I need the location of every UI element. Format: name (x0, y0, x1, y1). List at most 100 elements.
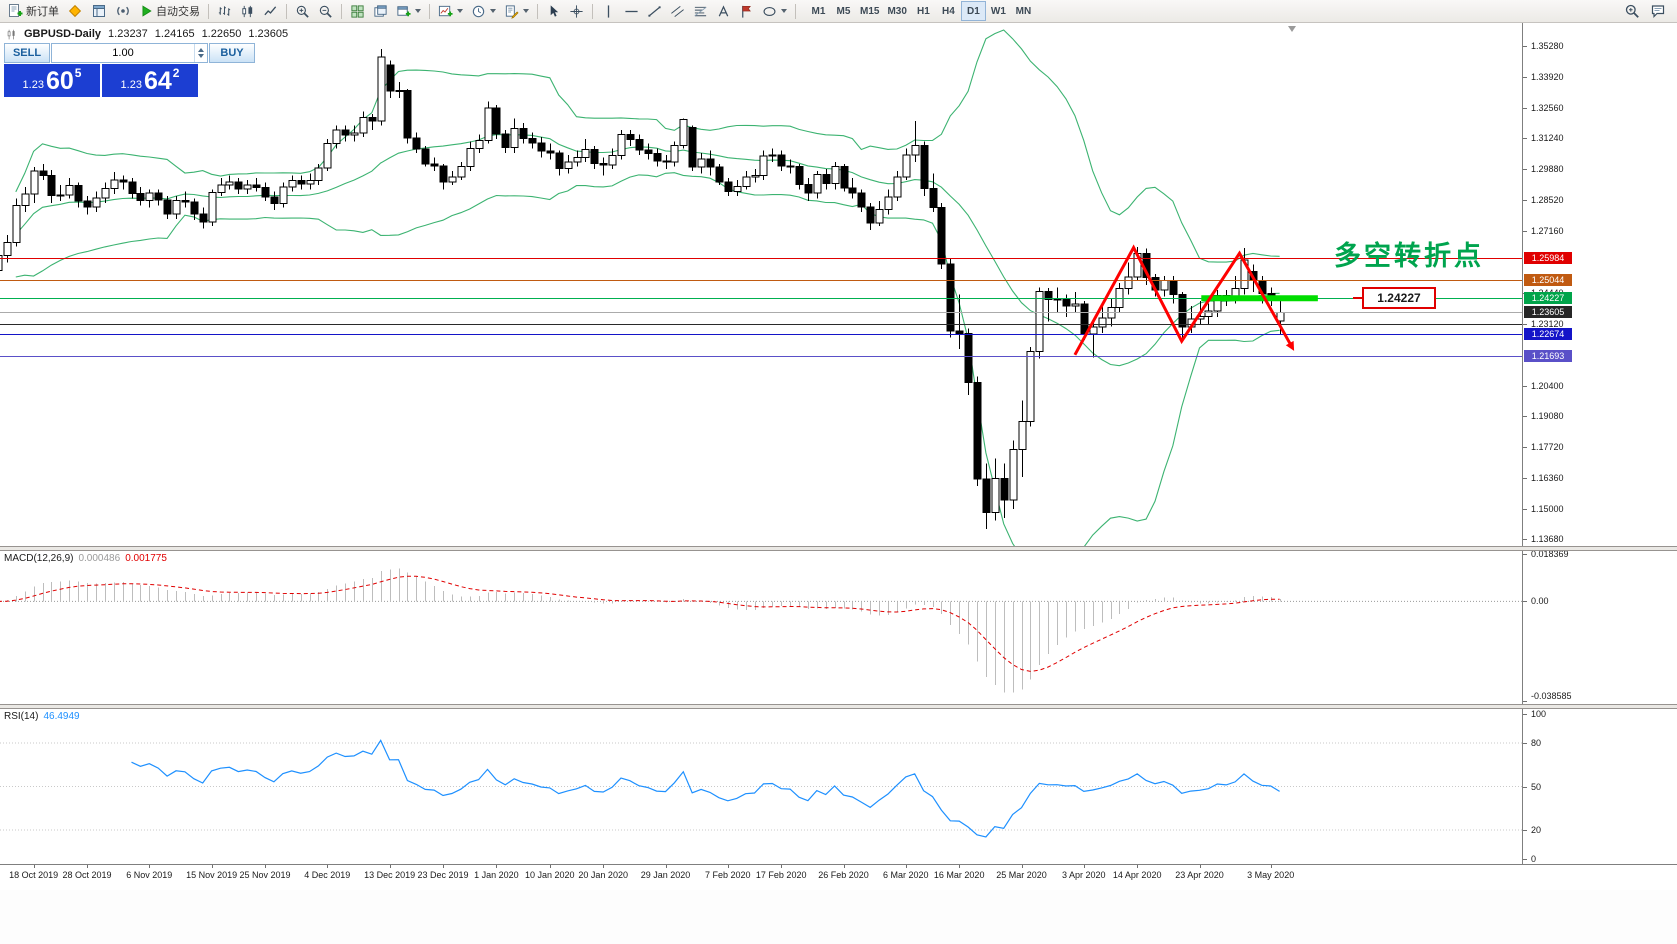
volume-field (51, 43, 208, 63)
volume-decrease-button[interactable] (198, 54, 204, 58)
sell-button[interactable]: SELL (4, 43, 50, 63)
templates-button[interactable] (500, 1, 533, 21)
price-tick-label: 1.13680 (1531, 534, 1564, 545)
zoom-in-button[interactable] (291, 1, 314, 21)
date-label: 13 Dec 2019 (364, 870, 416, 880)
candles-layer (0, 48, 1285, 529)
price-scale[interactable]: 1.35280 1.33920 1.32560 1.31240 1.29880 1.285… (1522, 23, 1677, 864)
candlestick-chart-icon (242, 5, 253, 17)
price-tick-label: 1.33920 (1531, 72, 1564, 83)
sell-price-button[interactable]: 1.23 60 5 (4, 64, 100, 97)
chart-canvas[interactable]: GBPUSD-Daily 1.23237 1.24165 1.22650 1.2… (0, 23, 1522, 546)
timeframe-h1-button[interactable]: H1 (917, 5, 930, 17)
date-label: 18 Oct 2019 (9, 870, 59, 880)
chart-bars-button[interactable] (213, 1, 236, 21)
autotrading-button[interactable]: 自动交易 (135, 1, 204, 21)
broadcast-button[interactable] (111, 1, 135, 21)
vertical-line-button[interactable] (597, 1, 620, 21)
shapes-button[interactable] (758, 1, 791, 21)
volume-increase-button[interactable] (198, 48, 204, 52)
zigzag-annotation[interactable] (1073, 244, 1293, 356)
price-badge: 1.22674 (1524, 327, 1572, 340)
new-window-button[interactable] (392, 1, 425, 21)
rsi-chart[interactable] (0, 709, 1522, 864)
new-order-button[interactable]: 新订单 (3, 1, 63, 21)
chart-symbol-label: GBPUSD-Daily (24, 28, 102, 40)
cursor-button[interactable] (542, 1, 565, 21)
chart-line-button[interactable] (259, 1, 282, 21)
timeframe-m5-button[interactable]: M5 (836, 5, 851, 17)
market-watch-icon (93, 5, 105, 17)
candlestick-chart[interactable] (0, 23, 1522, 546)
macd-panel[interactable]: MACD(12,26,9) 0.000486 0.001775 (0, 551, 1522, 704)
buy-price-big: 64 (143, 67, 172, 95)
timeframe-m1-button[interactable]: M1 (811, 5, 826, 17)
search-button[interactable] (1620, 1, 1644, 21)
date-tick-mark (906, 865, 907, 868)
date-tick-mark (212, 865, 213, 868)
chart-candles-button[interactable] (236, 1, 259, 21)
date-tick-mark (265, 865, 266, 868)
label-tool-button[interactable] (735, 1, 758, 21)
rsi-scale-tick (1523, 859, 1527, 860)
time-axis[interactable]: 18 Oct 2019 28 Oct 2019 6 Nov 2019 15 Nov 2… (0, 864, 1677, 890)
macd-chart[interactable] (0, 551, 1522, 704)
price-tick-label: 1.23120 (1531, 318, 1564, 329)
line-chart-icon (264, 5, 277, 15)
one-click-trade-panel: SELL BUY 1.23 60 5 1.23 (4, 43, 255, 97)
date-tick-mark (149, 865, 150, 868)
market-watch-button[interactable] (87, 1, 111, 21)
zoom-out-button[interactable] (314, 1, 337, 21)
date-tick-mark (390, 865, 391, 868)
crosshair-button[interactable] (565, 1, 588, 21)
buy-price-button[interactable]: 1.23 64 2 (102, 64, 198, 97)
text-tool-button[interactable] (712, 1, 735, 21)
templates-caret-icon (523, 9, 529, 13)
rsi-label: RSI(14) 46.4949 (4, 711, 80, 722)
rsi-line (131, 739, 1280, 838)
chat-bubble-icon (1651, 5, 1665, 18)
date-label: 3 May 2020 (1247, 870, 1295, 880)
timeframe-m15-button[interactable]: M15 (860, 5, 880, 17)
vertical-line-icon (607, 4, 610, 18)
buy-button[interactable]: BUY (209, 43, 255, 63)
horizontal-line-button[interactable] (620, 1, 643, 21)
date-tick-mark (1271, 865, 1272, 868)
bollinger-up-band (15, 29, 1280, 263)
periods-button[interactable] (467, 1, 500, 21)
date-tick-mark (603, 865, 604, 868)
panel-splitter[interactable] (0, 704, 1677, 709)
date-tick-mark (496, 865, 497, 868)
metaeditor-button[interactable] (63, 1, 87, 21)
date-tick-mark (959, 865, 960, 868)
tile-windows-button[interactable] (346, 1, 369, 21)
trendline-button[interactable] (643, 1, 666, 21)
ohlc-low: 1.22650 (201, 28, 242, 40)
chart-shift-marker[interactable] (1288, 26, 1296, 32)
new-window-caret-icon (415, 9, 421, 13)
chart-title: GBPUSD-Daily 1.23237 1.24165 1.22650 1.2… (6, 28, 288, 40)
price-tick-label: 1.28520 (1531, 195, 1564, 206)
channel-button[interactable] (666, 1, 689, 21)
volume-spinner (194, 44, 207, 62)
date-tick-mark (728, 865, 729, 868)
panel-splitter[interactable] (0, 546, 1677, 551)
date-label: 15 Nov 2019 (186, 870, 238, 880)
date-tick-mark (550, 865, 551, 868)
date-tick-mark (87, 865, 88, 868)
horizontal-lines-layer (0, 258, 1522, 357)
rsi-scale-label: 0 (1531, 854, 1537, 864)
volume-input[interactable] (52, 47, 194, 59)
fibonacci-button[interactable] (689, 1, 712, 21)
rsi-panel[interactable]: RSI(14) 46.4949 (0, 709, 1522, 864)
timeframe-m30-button[interactable]: M30 (887, 5, 907, 17)
timeframe-h4-button[interactable]: H4 (942, 5, 955, 17)
fibonacci-icon (694, 6, 707, 16)
price-callout-box[interactable]: 1.24227 (1353, 287, 1436, 309)
timeframe-mn-button[interactable]: MN (1015, 5, 1032, 17)
indicators-button[interactable] (434, 1, 467, 21)
chat-button[interactable] (1646, 1, 1670, 21)
cascade-windows-button[interactable] (369, 1, 392, 21)
timeframe-w1-button[interactable]: W1 (990, 5, 1006, 17)
timeframe-d1-button[interactable]: D1 (960, 1, 986, 21)
